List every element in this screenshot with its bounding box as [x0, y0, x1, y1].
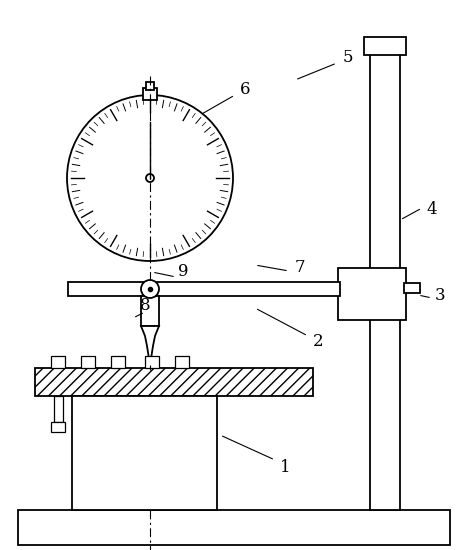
- Bar: [141, 296, 159, 326]
- Bar: [35, 368, 313, 396]
- Bar: [51, 356, 65, 368]
- Text: 3: 3: [435, 287, 446, 304]
- Bar: [146, 82, 154, 90]
- Bar: [51, 422, 65, 432]
- Bar: [370, 45, 400, 510]
- Text: 1: 1: [280, 459, 290, 476]
- Bar: [145, 356, 159, 368]
- Bar: [404, 283, 420, 293]
- Bar: [114, 396, 123, 422]
- Bar: [111, 356, 125, 368]
- Circle shape: [67, 95, 233, 261]
- Bar: [84, 396, 93, 422]
- Text: 6: 6: [240, 81, 250, 98]
- Bar: [175, 422, 189, 432]
- Bar: [111, 422, 125, 432]
- Text: 8: 8: [140, 296, 150, 314]
- Bar: [148, 396, 157, 422]
- Circle shape: [141, 280, 159, 298]
- Bar: [178, 396, 187, 422]
- Bar: [364, 37, 406, 55]
- Bar: [18, 510, 450, 545]
- Bar: [72, 396, 217, 510]
- Bar: [81, 356, 95, 368]
- Bar: [81, 422, 95, 432]
- Text: 2: 2: [313, 333, 323, 350]
- Text: 5: 5: [343, 50, 353, 67]
- Bar: [68, 282, 340, 296]
- Bar: [143, 88, 157, 100]
- Text: 7: 7: [295, 260, 305, 277]
- Polygon shape: [141, 326, 159, 365]
- Text: 9: 9: [178, 263, 188, 280]
- Bar: [175, 356, 189, 368]
- Bar: [145, 422, 159, 432]
- Text: 4: 4: [427, 201, 437, 218]
- Circle shape: [146, 174, 154, 182]
- Bar: [338, 268, 406, 320]
- Bar: [54, 396, 63, 422]
